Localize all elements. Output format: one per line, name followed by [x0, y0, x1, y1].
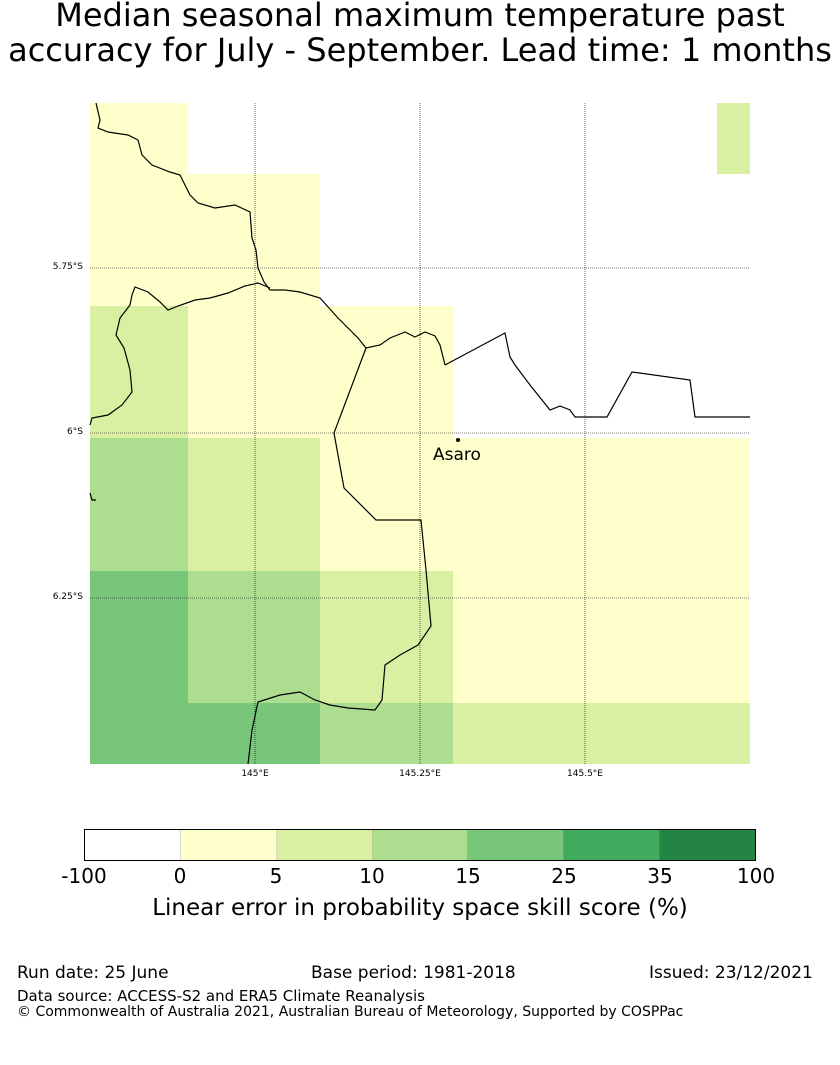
colorbar-tick: 10	[359, 864, 385, 888]
copyright: © Commonwealth of Australia 2021, Austra…	[17, 1004, 684, 1020]
colorbar-segment	[85, 830, 181, 860]
colorbar-segment	[660, 830, 756, 860]
run-date: Run date: 25 June	[17, 963, 169, 983]
colorbar	[84, 829, 756, 861]
skill-map	[89, 102, 750, 765]
colorbar-segment	[468, 830, 565, 860]
boundaries	[89, 102, 750, 765]
issued-date: Issued: 23/12/2021	[649, 963, 813, 983]
province-border-north	[95, 102, 446, 366]
lat-label-6-25: 6.25°S	[52, 592, 83, 602]
gridlines	[90, 103, 750, 764]
colorbar-tick: 25	[551, 864, 577, 888]
colorbar-segment	[564, 830, 661, 860]
grid-cell	[90, 438, 188, 571]
grid-cell	[188, 438, 320, 571]
province-border-west	[89, 282, 271, 426]
lat-label-5-75: 5.75°S	[52, 262, 83, 272]
colorbar-tick: -100	[61, 864, 107, 888]
grid-cell	[188, 571, 320, 703]
grid-cell	[188, 174, 320, 306]
grid-cell	[320, 571, 453, 703]
title-line-2: accuracy for July - September. Lead time…	[8, 31, 832, 69]
lat-label-6: 6°S	[67, 427, 83, 437]
skill-grid-cells	[90, 103, 750, 764]
base-period: Base period: 1981-2018	[311, 963, 516, 983]
grid-cell	[320, 438, 750, 571]
grid-cell	[188, 306, 453, 438]
province-border-east	[444, 332, 750, 418]
place-label-asaro: Asaro	[433, 445, 481, 465]
coast-fragment	[89, 492, 96, 501]
colorbar-label: Linear error in probability space skill …	[152, 895, 688, 921]
colorbar-tick: 100	[736, 864, 776, 888]
colorbar-segment	[276, 830, 373, 860]
province-border-central	[247, 347, 432, 765]
lon-label-145: 145°E	[241, 769, 269, 779]
grid-cell	[453, 571, 750, 703]
grid-cell	[453, 703, 750, 764]
grid-cell	[188, 703, 320, 764]
colorbar-tick: 15	[455, 864, 481, 888]
grid-cell	[320, 703, 453, 764]
grid-cell	[90, 571, 188, 764]
title-line-1: Median seasonal maximum temperature past	[55, 0, 785, 34]
grid-cell	[717, 103, 750, 174]
lon-label-145-5: 145.5°E	[567, 769, 603, 779]
grid-cell	[90, 306, 188, 438]
lon-label-145-25: 145.25°E	[399, 769, 441, 779]
colorbar-segment	[180, 830, 277, 860]
colorbar-segment	[372, 830, 469, 860]
colorbar-tick: 35	[647, 864, 673, 888]
colorbar-tick: 5	[269, 864, 283, 888]
colorbar-tick: 0	[173, 864, 187, 888]
asaro-marker	[456, 438, 460, 442]
data-source: Data source: ACCESS-S2 and ERA5 Climate …	[17, 987, 425, 1005]
grid-cell	[90, 103, 188, 306]
